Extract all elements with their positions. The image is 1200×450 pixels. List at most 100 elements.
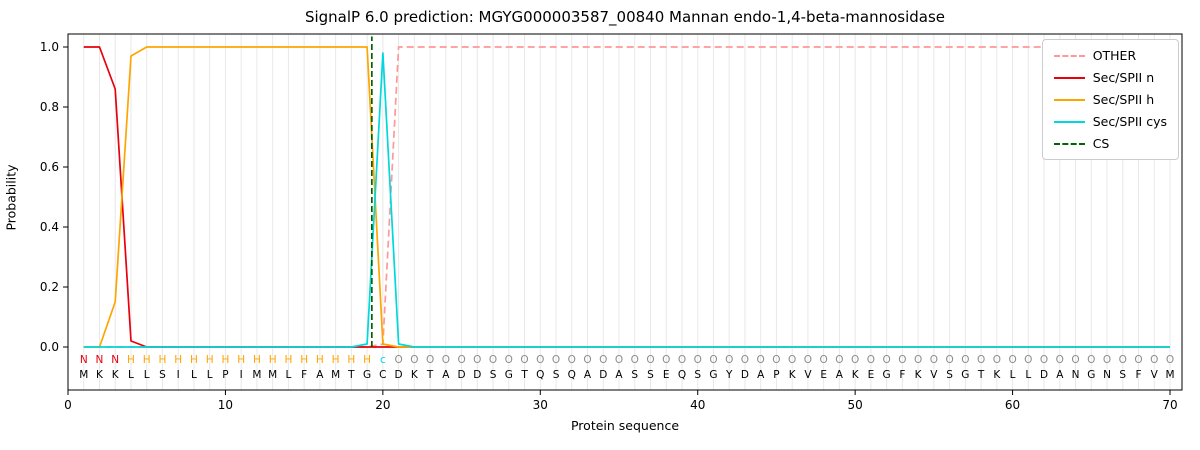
position-label: H — [159, 354, 167, 366]
sequence-letter: A — [757, 369, 765, 381]
position-label: O — [914, 354, 922, 366]
legend-item: Sec/SPII cys — [1053, 114, 1167, 129]
sequence-letter: M — [331, 369, 340, 381]
position-label: H — [316, 354, 324, 366]
sequence-letter: M — [1165, 369, 1174, 381]
position-label: N — [80, 354, 88, 366]
position-label: O — [772, 354, 780, 366]
position-label: N — [111, 354, 119, 366]
position-label: O — [1071, 354, 1079, 366]
sequence-letter: T — [426, 369, 434, 381]
position-label: O — [851, 354, 859, 366]
legend-line-sample — [1053, 98, 1085, 101]
position-label: O — [583, 354, 591, 366]
position-label: O — [394, 354, 402, 366]
sequence-letter: V — [930, 369, 938, 381]
position-label: H — [332, 354, 340, 366]
sequence-letter: E — [663, 369, 670, 381]
position-label: c — [380, 354, 386, 366]
gridlines — [83, 34, 1171, 390]
position-label: O — [757, 354, 765, 366]
legend-item: CS — [1053, 136, 1167, 151]
sequence-letter: A — [442, 369, 450, 381]
sequence-letter: S — [647, 369, 654, 381]
sequence-letter: Q — [536, 369, 544, 381]
position-label: H — [300, 354, 308, 366]
position-label: O — [945, 354, 953, 366]
position-label: O — [930, 354, 938, 366]
position-label: H — [347, 354, 355, 366]
sequence-letter: C — [379, 369, 386, 381]
sequence-letter: L — [285, 369, 291, 381]
sequence-letter: K — [915, 369, 923, 381]
sequence-letter: A — [836, 369, 844, 381]
sequence-letter: S — [553, 369, 560, 381]
position-label: O — [1150, 354, 1158, 366]
y-tick-label: 0.4 — [40, 220, 59, 234]
sequence-letter: D — [1040, 369, 1048, 381]
position-label: O — [788, 354, 796, 366]
position-label: O — [898, 354, 906, 366]
plot-border — [67, 33, 1183, 391]
position-label: O — [631, 354, 639, 366]
position-label: O — [489, 354, 497, 366]
y-tick-label: 1.0 — [40, 40, 59, 54]
sequence-letter: L — [1025, 369, 1031, 381]
x-tick-label: 50 — [848, 398, 863, 412]
position-label: H — [284, 354, 292, 366]
position-label: O — [835, 354, 843, 366]
position-label: O — [820, 354, 828, 366]
sequence-letter: M — [268, 369, 277, 381]
position-label: O — [662, 354, 670, 366]
sequence-letter: F — [1135, 369, 1141, 381]
position-label: O — [1134, 354, 1142, 366]
sequence-letter: A — [316, 369, 324, 381]
series-line-other — [83, 46, 1170, 348]
sequence-letter: F — [301, 369, 307, 381]
legend-item: OTHER — [1053, 48, 1167, 63]
sequence-letter: D — [395, 369, 403, 381]
position-label: H — [269, 354, 277, 366]
position-label: O — [457, 354, 465, 366]
x-tick-label: 40 — [690, 398, 705, 412]
sequence-letter: K — [852, 369, 860, 381]
sequence-letter: P — [222, 369, 228, 381]
legend-line-sample — [1053, 120, 1085, 123]
sequence-letter: G — [505, 369, 513, 381]
sequence-letter: Q — [568, 369, 576, 381]
position-label: H — [143, 354, 151, 366]
sequence-letter: T — [347, 369, 355, 381]
sequence-letter: S — [694, 369, 701, 381]
position-label: O — [1103, 354, 1111, 366]
position-label: O — [442, 354, 450, 366]
position-label: H — [127, 354, 135, 366]
x-tick-label: 20 — [375, 398, 390, 412]
position-label: O — [1040, 354, 1048, 366]
sequence-letter: K — [789, 369, 797, 381]
position-label: H — [221, 354, 229, 366]
sequence-letter: T — [977, 369, 985, 381]
position-label: H — [206, 354, 214, 366]
sequence-letter: S — [490, 369, 497, 381]
sequence-letter: P — [773, 369, 779, 381]
sequence-letter: N — [1103, 369, 1111, 381]
sequence-letter: S — [631, 369, 638, 381]
y-tick-label: 0.2 — [40, 280, 59, 294]
sequence-letter: S — [159, 369, 166, 381]
sequence-letter: K — [993, 369, 1001, 381]
position-label: O — [520, 354, 528, 366]
sequence-letter: G — [363, 369, 371, 381]
position-label: O — [977, 354, 985, 366]
sequence-letter: A — [1056, 369, 1064, 381]
sequence-letter: I — [240, 369, 243, 381]
legend-item-label: Sec/SPII n — [1092, 70, 1155, 85]
position-label: O — [741, 354, 749, 366]
sequence-letter: G — [961, 369, 969, 381]
series-line-sec-spii-n — [83, 46, 1170, 348]
sequence-letter: G — [709, 369, 717, 381]
position-label: O — [426, 354, 434, 366]
sequence-letter: S — [946, 369, 953, 381]
legend-line-sample — [1053, 76, 1085, 79]
